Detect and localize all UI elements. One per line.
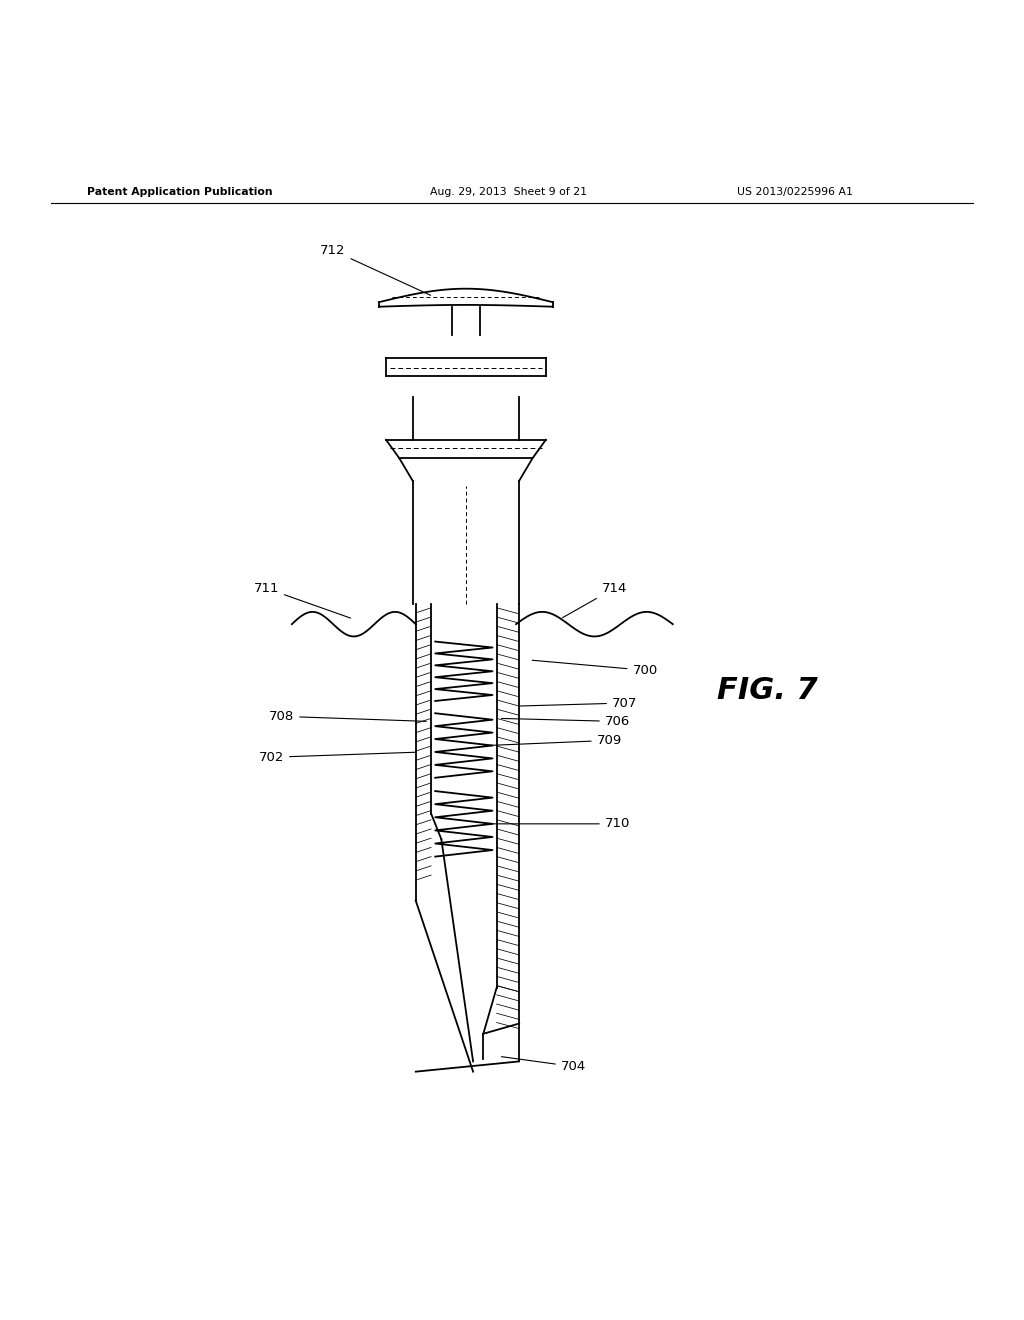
Text: 707: 707 bbox=[520, 697, 637, 710]
Text: Aug. 29, 2013  Sheet 9 of 21: Aug. 29, 2013 Sheet 9 of 21 bbox=[430, 187, 587, 197]
Text: 712: 712 bbox=[321, 244, 431, 296]
Text: 709: 709 bbox=[490, 734, 622, 747]
Text: 708: 708 bbox=[269, 710, 426, 723]
Text: 704: 704 bbox=[502, 1057, 586, 1073]
Text: 702: 702 bbox=[259, 751, 415, 764]
Text: 700: 700 bbox=[532, 660, 657, 677]
Text: 710: 710 bbox=[490, 817, 630, 830]
Text: 706: 706 bbox=[502, 715, 630, 727]
Text: US 2013/0225996 A1: US 2013/0225996 A1 bbox=[737, 187, 853, 197]
Text: 711: 711 bbox=[254, 582, 350, 618]
Text: FIG. 7: FIG. 7 bbox=[717, 676, 817, 705]
Text: Patent Application Publication: Patent Application Publication bbox=[87, 187, 272, 197]
Text: 714: 714 bbox=[562, 582, 627, 618]
